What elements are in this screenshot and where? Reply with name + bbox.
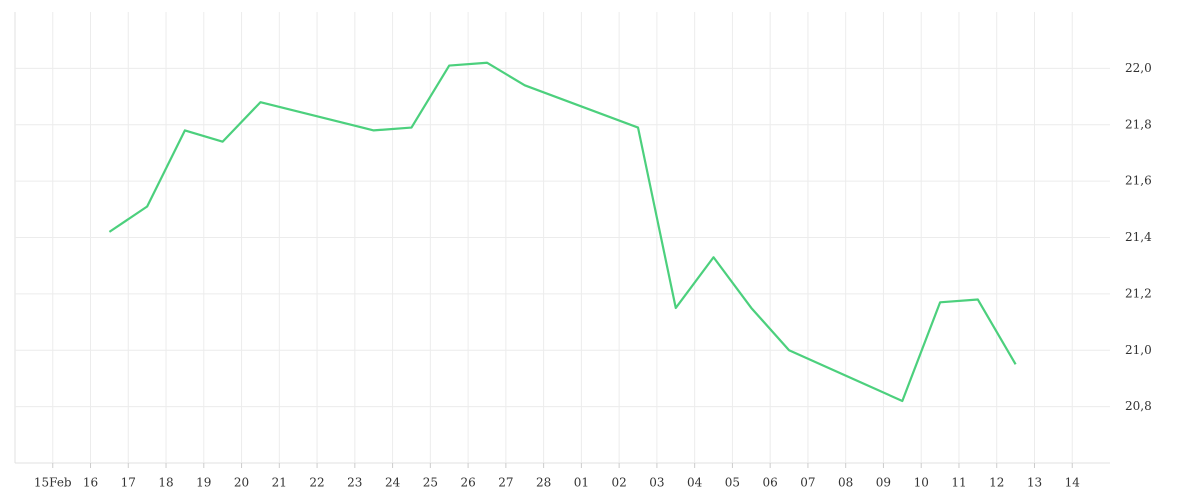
y-tick-label: 21,8 xyxy=(1125,117,1152,131)
x-tick-label: 08 xyxy=(838,476,853,490)
x-tick-label: 26 xyxy=(460,476,475,490)
y-tick-label: 20,8 xyxy=(1125,399,1152,413)
y-tick-label: 21,6 xyxy=(1125,174,1152,188)
x-tick-label: 06 xyxy=(763,476,778,490)
x-tick-label: 21 xyxy=(272,476,287,490)
x-tick-label: 28 xyxy=(536,476,551,490)
x-tick-label: 13 xyxy=(1027,476,1042,490)
x-tick-label: 18 xyxy=(158,476,173,490)
x-tick-label: 22 xyxy=(309,476,324,490)
x-tick-label: 02 xyxy=(611,476,626,490)
x-tick-label: 16 xyxy=(83,476,98,490)
x-tick-label: 05 xyxy=(725,476,740,490)
x-tick-label: 10 xyxy=(914,476,929,490)
x-tick-label: 14 xyxy=(1065,476,1081,490)
x-tick-label: 24 xyxy=(385,476,401,490)
x-tick-label: 09 xyxy=(876,476,891,490)
x-tick-label: 20 xyxy=(234,476,249,490)
y-tick-label: 21,0 xyxy=(1125,343,1152,357)
x-tick-label: 04 xyxy=(687,476,703,490)
y-tick-label: 22,0 xyxy=(1125,61,1152,75)
y-tick-label: 21,2 xyxy=(1125,286,1152,300)
x-tick-label: 15Feb xyxy=(34,476,72,490)
x-tick-label: 01 xyxy=(574,476,589,490)
x-tick-label: 11 xyxy=(951,476,966,490)
x-tick-label: 03 xyxy=(649,476,664,490)
x-tick-label: 23 xyxy=(347,476,362,490)
x-tick-label: 17 xyxy=(121,476,136,490)
y-tick-label: 21,4 xyxy=(1125,230,1152,244)
x-tick-label: 19 xyxy=(196,476,211,490)
x-tick-label: 27 xyxy=(498,476,513,490)
line-series xyxy=(108,61,1017,403)
x-tick-label: 07 xyxy=(800,476,815,490)
x-tick-label: 25 xyxy=(423,476,438,490)
x-tick-label: 12 xyxy=(989,476,1004,490)
